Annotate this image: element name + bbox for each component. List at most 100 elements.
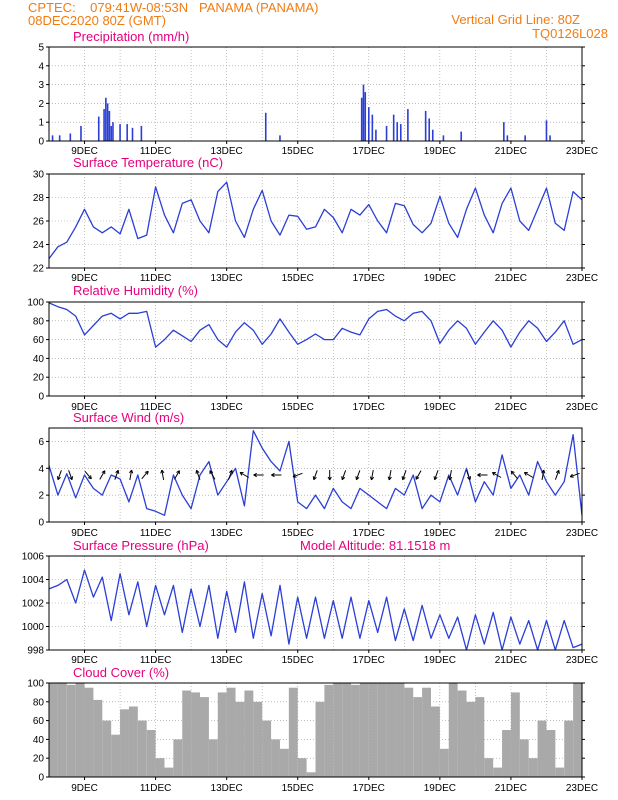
wind-arrow: [569, 472, 580, 478]
wind-arrow: [554, 469, 560, 480]
wind-arrow-shaft: [541, 469, 545, 481]
x-tick-label: 11DEC: [140, 402, 172, 413]
precip-bar: [407, 109, 409, 141]
header-run-time: 08DEC2020 80Z (GMT): [28, 13, 166, 28]
y-tick-label: 0: [38, 137, 44, 148]
wind-arrow: [292, 472, 303, 478]
x-tick-label: 15DEC: [282, 655, 314, 666]
wind-arrow: [195, 469, 201, 480]
cloud-bar: [324, 684, 334, 777]
cloud-bar: [244, 690, 254, 777]
x-tick-label: 9DEC: [71, 146, 98, 157]
precip-bar: [524, 135, 526, 141]
y-tick-label: 4: [38, 61, 44, 72]
precip-bar: [51, 135, 54, 141]
x-tick-label: 23DEC: [566, 528, 598, 539]
panel-title: Surface Pressure (hPa): [73, 538, 209, 553]
wind-arrow-shaft: [402, 470, 407, 480]
precip-bar: [431, 129, 434, 141]
wind-arrow-head: [292, 473, 296, 478]
panel-title: Cloud Cover (%): [73, 665, 169, 680]
cloud-bar: [200, 697, 209, 777]
y-tick-label: 26: [33, 217, 45, 228]
meteogram-panels: 0 1 2 3 4 5 9DEC 11DEC 13DEC 15DEC 17DEC 19DEC 21DEC…: [22, 29, 598, 794]
cloud-bar: [262, 720, 272, 777]
y-tick-label: 6: [38, 437, 44, 448]
y-tick-label: 24: [33, 240, 45, 251]
y-tick-label: 3: [38, 80, 44, 91]
panel-temp: 22 24 26 28 30 9DEC 11DEC 13DEC 15DEC 17DEC 19DEC 2…: [33, 155, 598, 284]
x-tick-label: 23DEC: [566, 273, 598, 284]
cloud-bar: [466, 701, 476, 777]
cloud-bar: [66, 684, 76, 777]
precip-bar: [368, 107, 370, 141]
x-tick-label: 17DEC: [353, 273, 385, 284]
x-tick-label: 15DEC: [282, 528, 314, 539]
x-tick-label: 9DEC: [71, 402, 98, 413]
wind-arrow-head: [327, 476, 331, 481]
wind-arrow: [56, 470, 62, 481]
x-tick-label: 17DEC: [353, 402, 385, 413]
cloud-bar: [235, 701, 245, 777]
cloud-bar: [422, 687, 431, 777]
y-tick-label: 60: [33, 335, 45, 346]
precip-bar: [549, 135, 551, 141]
cloud-bar: [306, 772, 316, 777]
x-tick-label: 19DEC: [424, 528, 456, 539]
wind-arrow-head: [467, 477, 471, 481]
x-tick-label: 15DEC: [282, 146, 314, 157]
cloud-bar: [377, 683, 387, 777]
wind-arrow: [387, 469, 392, 481]
wind-arrow: [327, 470, 332, 481]
cloud-bar: [164, 767, 174, 777]
cloud-bar: [93, 699, 103, 777]
cloud-bar: [111, 734, 121, 777]
precip-bar: [375, 129, 377, 141]
y-tick-label: 1: [38, 118, 44, 129]
wind-arrow-head: [146, 471, 149, 475]
precip-bar: [364, 92, 367, 141]
wind-arrow-head: [433, 476, 436, 480]
precip-bar: [110, 125, 112, 141]
y-tick-label: 1004: [22, 575, 45, 586]
precip-bar: [131, 127, 134, 141]
panel-frame: [48, 427, 583, 523]
cloud-bar: [155, 758, 165, 777]
wind-arrow: [99, 470, 106, 480]
cloud-bar: [493, 767, 503, 777]
cloud-bar: [137, 720, 147, 777]
wind-arrow-shaft: [554, 470, 560, 480]
cloud-bar: [448, 683, 458, 777]
cloud-bar: [226, 687, 236, 777]
cloud-bar: [333, 683, 343, 777]
wind-arrow: [129, 469, 134, 481]
cloud-bar: [368, 683, 378, 777]
x-tick-label: 15DEC: [282, 783, 314, 794]
x-tick-label: 11DEC: [140, 783, 172, 794]
header-location: CPTEC: 079:41W-08:53N PANAMA (PANAMA): [28, 0, 318, 15]
cloud-bar: [475, 697, 485, 777]
wind-arrow: [415, 470, 422, 480]
x-tick-label: 19DEC: [424, 273, 456, 284]
wind-arrow-shaft: [449, 469, 452, 481]
precip-bar: [428, 118, 431, 141]
x-tick-label: 17DEC: [353, 528, 385, 539]
x-tick-label: 9DEC: [71, 783, 98, 794]
wind-arrow-head: [209, 470, 214, 473]
panel-title: Surface Wind (m/s): [73, 410, 184, 425]
cloud-bar: [315, 701, 325, 777]
cloud-bar: [510, 692, 520, 777]
cloud-bar: [546, 730, 556, 777]
pressure-line: [48, 569, 583, 651]
y-tick-label: 5: [38, 43, 44, 54]
wind-arrow: [141, 470, 149, 480]
y-tick-label: 20: [33, 754, 45, 765]
cloud-bar: [502, 730, 511, 777]
x-tick-label: 11DEC: [140, 528, 172, 539]
wind-arrow-shaft: [370, 469, 374, 481]
precip-bar: [106, 103, 109, 141]
precip-bar: [108, 110, 111, 141]
header-model-code: TQ0126L028: [532, 26, 608, 41]
wind-arrow-shaft: [313, 470, 318, 480]
y-tick-label: 1006: [22, 552, 45, 563]
